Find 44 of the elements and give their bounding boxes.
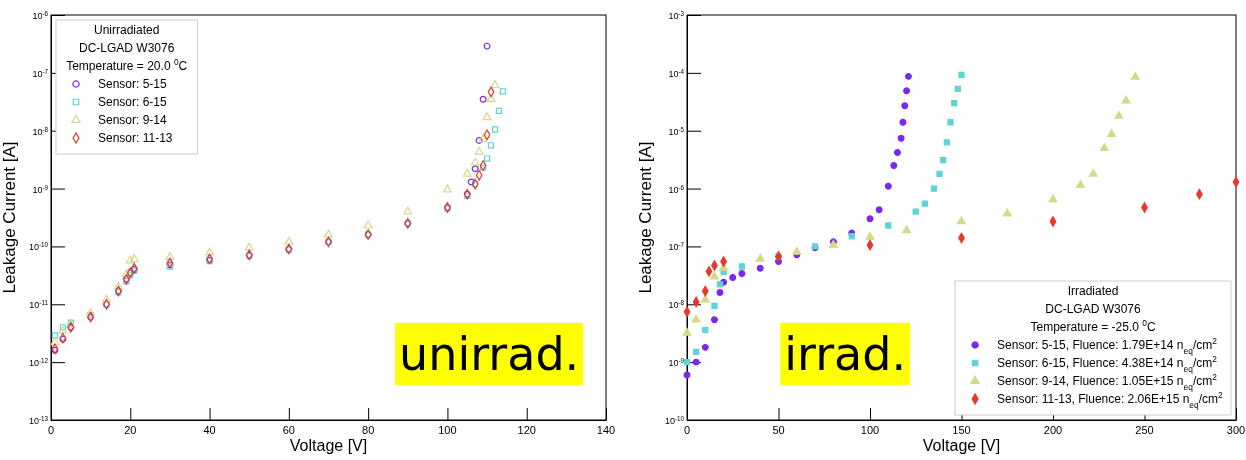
y-tick-label: 10$^{-5}$ <box>668 125 685 137</box>
annotation: unirrad. <box>399 326 580 381</box>
x-tick-label: 40 <box>203 424 216 436</box>
x-tick-label: 60 <box>282 424 295 436</box>
x-tick-label: 140 <box>596 424 616 436</box>
legend-label: Sensor: 9-14 <box>98 113 168 127</box>
x-axis-title: Voltage [V] <box>289 437 368 454</box>
x-tick-label: 300 <box>1226 424 1246 436</box>
y-tick-label: 10$^{-10}$ <box>28 240 49 253</box>
x-tick-label: 120 <box>517 424 536 436</box>
x-tick-label: 50 <box>772 424 785 436</box>
y-tick-label: 10$^{-9}$ <box>668 356 685 369</box>
y-axis-title: Leakage Current [A] <box>636 141 655 294</box>
x-tick-label: 100 <box>438 424 457 436</box>
y-tick-label: 10$^{-4}$ <box>668 67 685 79</box>
y-tick-label: 10$^{-3}$ <box>668 9 685 21</box>
y-tick-label: 10$^{-8}$ <box>668 298 685 311</box>
x-tick-label: 0 <box>47 424 55 436</box>
y-tick-label: 10$^{-6}$ <box>32 9 49 21</box>
x-axis-title: Voltage [V] <box>922 437 1001 454</box>
x-tick-label: 20 <box>124 424 137 436</box>
y-tick-label: 10$^{-7}$ <box>668 240 685 253</box>
y-tick-label: 10$^{-6}$ <box>668 183 685 195</box>
x-tick-label: 80 <box>362 424 375 436</box>
y-tick-label: 10$^{-11}$ <box>29 298 49 311</box>
x-tick-label: 150 <box>952 424 971 436</box>
x-tick-label: 100 <box>860 424 880 436</box>
x-tick-label: 0 <box>683 424 691 436</box>
legend-title: Irradiated DC-LGAD W3076 Temperature = -25.0 $^{0}$C <box>1030 284 1156 334</box>
legend-label: Sensor: 5-15 <box>98 77 168 91</box>
x-tick-label: 250 <box>1135 424 1154 436</box>
legend-label: Sensor: 6-15 <box>98 95 168 109</box>
y-tick-label: 10$^{-9}$ <box>32 183 49 195</box>
y-axis-title: Leakage Current [A] <box>0 141 19 294</box>
annotation: irrad. <box>784 326 907 381</box>
y-tick-label: 10$^{-10}$ <box>664 414 685 426</box>
y-tick-label: 10$^{-13}$ <box>28 414 49 426</box>
legend-label: Sensor: 5-15, Fluence: 1.79E+14 n$_{eq}$/cm$^{2}$ <box>997 336 1218 356</box>
legend-title: Unirradiated DC-LGAD W3076 Temperature = 20.0 $^{0}$C <box>66 23 188 73</box>
x-tick-label: 200 <box>1043 424 1063 436</box>
y-tick-label: 10$^{-8}$ <box>32 125 49 137</box>
y-tick-label: 10$^{-7}$ <box>32 67 49 79</box>
y-tick-label: 10$^{-12}$ <box>28 356 49 369</box>
legend-label: Sensor: 11-13 <box>98 131 173 145</box>
